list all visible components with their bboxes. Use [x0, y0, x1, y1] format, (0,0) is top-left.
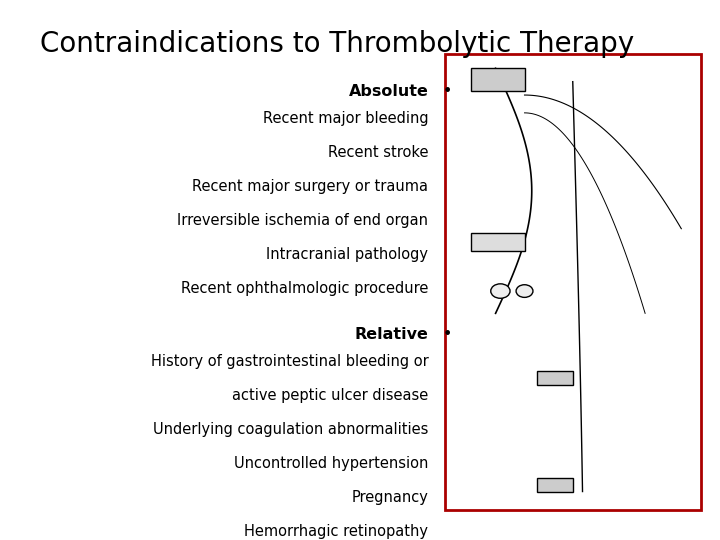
- Text: Recent major surgery or trauma: Recent major surgery or trauma: [192, 179, 428, 194]
- Text: Intracranial pathology: Intracranial pathology: [266, 247, 428, 262]
- Text: Absolute: Absolute: [348, 84, 428, 99]
- Circle shape: [516, 285, 533, 298]
- Text: Contraindications to Thrombolytic Therapy: Contraindications to Thrombolytic Therap…: [40, 30, 634, 58]
- Text: History of gastrointestinal bleeding or: History of gastrointestinal bleeding or: [150, 354, 428, 369]
- Bar: [472, 68, 524, 91]
- Bar: [536, 478, 573, 491]
- Text: Recent major bleeding: Recent major bleeding: [263, 111, 428, 126]
- Text: Hemorrhagic retinopathy: Hemorrhagic retinopathy: [244, 524, 428, 539]
- Text: active peptic ulcer disease: active peptic ulcer disease: [232, 388, 428, 403]
- Bar: [472, 233, 524, 251]
- Bar: [536, 372, 573, 384]
- Text: Irreversible ischemia of end organ: Irreversible ischemia of end organ: [177, 213, 428, 228]
- Text: Pregnancy: Pregnancy: [351, 490, 428, 505]
- Text: Underlying coagulation abnormalities: Underlying coagulation abnormalities: [153, 422, 428, 437]
- Text: Recent stroke: Recent stroke: [328, 145, 428, 160]
- Text: Uncontrolled hypertension: Uncontrolled hypertension: [234, 456, 428, 471]
- Text: Relative: Relative: [354, 327, 428, 342]
- Text: •: •: [443, 327, 452, 342]
- Circle shape: [491, 284, 510, 298]
- Bar: [445, 54, 701, 510]
- Text: Recent ophthalmologic procedure: Recent ophthalmologic procedure: [181, 281, 428, 296]
- Text: •: •: [443, 84, 452, 99]
